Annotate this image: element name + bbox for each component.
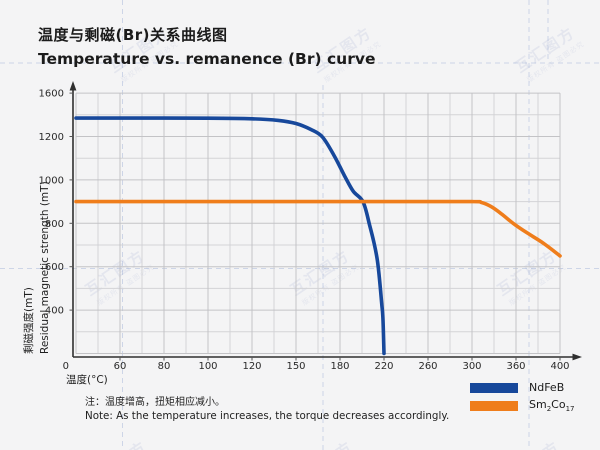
svg-text:1200: 1200: [39, 132, 64, 143]
sm2co17-color-swatch: [470, 401, 518, 411]
note-en: Note: As the temperature increases, the …: [85, 410, 449, 422]
svg-text:220: 220: [374, 361, 393, 372]
svg-text:300: 300: [462, 361, 481, 372]
title-block: 温度与剩磁(Br)关系曲线图 Temperature vs. remanence…: [38, 24, 375, 68]
x-axis-title: 温度(°C): [66, 373, 108, 386]
ndfeb-color-swatch: [470, 383, 518, 393]
svg-text:80: 80: [158, 361, 171, 372]
svg-text:400: 400: [550, 361, 569, 372]
legend-label-ndfeb: NdFeB: [529, 381, 564, 394]
chart-title-en: Temperature vs. remanence (Br) curve: [38, 50, 375, 68]
svg-text:360: 360: [506, 361, 525, 372]
svg-text:260: 260: [418, 361, 437, 372]
note-zh: 注：温度增高，扭矩相应减小。: [85, 393, 449, 408]
infographic-canvas: 互汇图方版权所有 盗图必究互汇图方版权所有 盗图必究互汇图方版权所有 盗图必究互…: [0, 0, 600, 450]
legend: NdFeB Sm2Co17: [470, 381, 575, 413]
legend-item-ndfeb: NdFeB: [470, 381, 575, 394]
origin-label: 0: [63, 361, 69, 372]
svg-text:60: 60: [114, 361, 127, 372]
axes: [70, 81, 582, 360]
chart-title-zh: 温度与剩磁(Br)关系曲线图: [38, 24, 375, 45]
y-axis-title-zh: 剩磁强度(mT): [22, 287, 35, 354]
svg-text:1600: 1600: [39, 89, 64, 100]
svg-text:180: 180: [330, 361, 349, 372]
legend-label-sm2co17: Sm2Co17: [529, 398, 575, 413]
svg-text:互汇图方: 互汇图方: [497, 437, 563, 450]
svg-text:120: 120: [242, 361, 261, 372]
svg-text:150: 150: [286, 361, 305, 372]
x-tick-labels: 60 80 100 120 150 180 220 260 300 360 400: [114, 361, 570, 372]
svg-text:互汇图方: 互汇图方: [84, 437, 150, 450]
legend-item-sm2co17: Sm2Co17: [470, 398, 575, 413]
y-axis-title-en: Residual magnetic strength (mT): [39, 181, 51, 354]
note-block: 注：温度增高，扭矩相应减小。 Note: As the temperature …: [85, 393, 449, 422]
svg-text:100: 100: [198, 361, 217, 372]
